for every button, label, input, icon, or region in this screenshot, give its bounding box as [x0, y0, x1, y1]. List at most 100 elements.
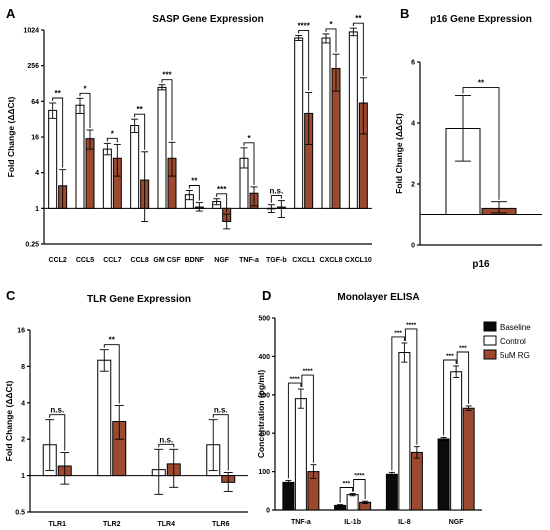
significance-label: ***	[217, 185, 227, 194]
bar-baseline	[437, 438, 450, 511]
y-axis-label: Fold Change (ΔΔCt)	[6, 96, 16, 177]
y-tick-label: 1	[35, 206, 39, 213]
y-tick-label: 100	[258, 469, 270, 476]
bar-baseline	[282, 481, 295, 511]
significance-label: *	[247, 134, 251, 143]
significance-label: *	[83, 84, 87, 93]
bar-control	[346, 494, 359, 511]
significance-bracket	[270, 195, 282, 203]
significance-label: ***	[446, 353, 454, 360]
bar-control	[450, 371, 463, 511]
significance-bracket	[325, 28, 337, 53]
significance-bracket	[287, 382, 302, 479]
category-label: NGF	[214, 257, 230, 264]
y-tick-label: 6	[411, 60, 415, 67]
significance-bracket	[391, 336, 405, 471]
chart-title: TLR Gene Expression	[87, 294, 191, 305]
significance-label: **	[109, 336, 116, 345]
legend-swatch-control	[483, 335, 497, 346]
category-label: CCL2	[49, 257, 67, 264]
significance-bracket	[103, 344, 120, 404]
y-tick-label: 4	[35, 170, 39, 177]
bar-control	[294, 398, 307, 511]
bar-control	[102, 148, 112, 209]
y-tick-label: 8	[21, 364, 25, 371]
category-label: TLR4	[158, 521, 176, 528]
y-axis-label: Fold Change (ΔΔCt)	[394, 113, 404, 194]
significance-label: **	[55, 89, 62, 98]
bar-control	[75, 104, 85, 209]
significance-label: *	[111, 129, 115, 138]
y-tick-label: 0.5	[15, 510, 25, 517]
significance-bracket	[404, 328, 418, 445]
category-label: IL-8	[398, 519, 411, 526]
y-tick-label: 1024	[23, 28, 39, 35]
significance-label: *	[329, 20, 333, 29]
significance-label: ****	[406, 322, 417, 329]
significance-bracket	[134, 113, 146, 150]
significance-label: ****	[354, 472, 365, 479]
category-label: p16	[472, 259, 490, 270]
category-label: CCL5	[76, 257, 94, 264]
y-tick-label: 2	[411, 182, 415, 189]
legend-swatch-rg	[483, 349, 497, 360]
significance-bracket	[298, 29, 310, 91]
significance-label: **	[137, 105, 144, 114]
bar-control	[130, 125, 140, 209]
bar-control	[398, 352, 411, 511]
category-label: TLR1	[49, 521, 67, 528]
category-label: GM CSF	[153, 257, 181, 264]
significance-label: **	[191, 177, 198, 186]
legend-label: Baseline	[500, 323, 531, 332]
significance-label: **	[478, 79, 485, 88]
y-tick-label: 0	[411, 243, 415, 250]
y-axis-label: Fold Change (ΔΔCt)	[4, 380, 14, 461]
significance-bracket	[49, 414, 66, 451]
category-label: TLR2	[103, 521, 121, 528]
significance-bracket	[301, 374, 314, 463]
y-tick-label: 0.25	[25, 242, 39, 249]
panel-letter: C	[6, 288, 16, 303]
significance-label: **	[355, 14, 362, 23]
y-tick-label: 16	[17, 328, 25, 335]
y-tick-label: 4	[21, 400, 25, 407]
category-label: TNF-a	[291, 519, 311, 526]
legend-label: 5uM RG	[500, 351, 530, 360]
category-label: CXCL1	[292, 257, 315, 264]
bar-baseline	[385, 473, 398, 511]
significance-bracket	[352, 22, 364, 76]
category-label: TNF-a	[239, 257, 259, 264]
y-tick-label: 4	[411, 121, 415, 128]
category-label: CXCL10	[345, 257, 372, 264]
category-label: CCL7	[103, 257, 121, 264]
significance-label: n.s.	[214, 406, 228, 415]
legend-swatch-baseline	[483, 321, 497, 332]
panel-sasp-gene-expression: A SASP Gene Expression Fold Change (ΔΔCt) 0…	[6, 6, 372, 264]
bar-control	[348, 31, 358, 209]
significance-bracket	[106, 137, 118, 143]
category-label: TLR6	[212, 521, 230, 528]
y-tick-label: 500	[258, 316, 270, 323]
category-label: CCL8	[131, 257, 149, 264]
bar-control	[48, 109, 58, 209]
y-tick-label: 300	[258, 392, 270, 399]
panel-letter: D	[262, 288, 271, 303]
significance-label: ***	[343, 480, 351, 487]
significance-bracket	[79, 92, 91, 129]
significance-bracket	[339, 487, 354, 503]
panel-tlr-gene-expression: C TLR Gene Expression Fold Change (ΔΔCt) 0.…	[4, 288, 248, 528]
category-label: IL-1b	[344, 519, 361, 526]
y-tick-label: 2	[21, 437, 25, 444]
significance-label: ***	[459, 345, 467, 352]
significance-bracket	[462, 87, 500, 200]
significance-bracket	[212, 414, 229, 471]
significance-bracket	[188, 185, 200, 201]
y-tick-label: 200	[258, 431, 270, 438]
significance-bracket	[52, 97, 64, 168]
y-axis-label: Concentration (pg/ml)	[256, 370, 266, 458]
y-tick-label: 256	[27, 63, 39, 70]
bar-rg	[410, 451, 423, 511]
significance-bracket	[216, 193, 228, 213]
